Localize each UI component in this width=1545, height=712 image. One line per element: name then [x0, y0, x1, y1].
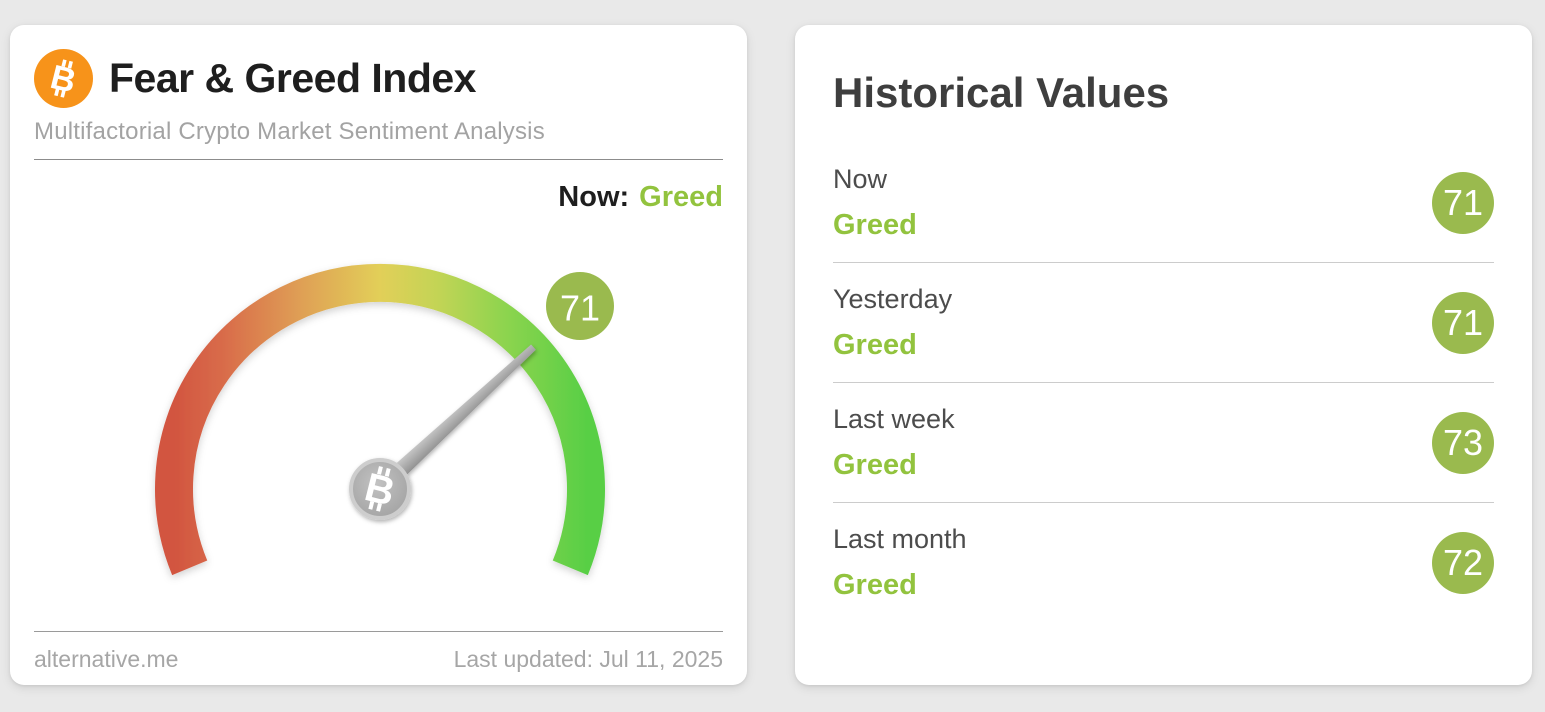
gauge-value-text: 71: [559, 288, 599, 329]
fear-greed-header: B Fear & Greed Index: [34, 49, 723, 108]
sentiment-label: Greed: [833, 329, 917, 361]
value-badge: 71: [1432, 291, 1494, 354]
row-divider: [833, 502, 1494, 503]
gauge-hub: [348, 458, 411, 520]
value-badge: 71: [1432, 171, 1494, 234]
subtitle: Multifactorial Crypto Market Sentiment A…: [34, 118, 545, 145]
sentiment-label: Greed: [833, 569, 917, 601]
gauge-value-badge: 71: [545, 272, 614, 340]
gauge-container: B 71: [34, 244, 723, 609]
now-label: Now:: [558, 181, 630, 213]
gauge-needle-assembly: B: [348, 344, 536, 520]
sentiment-label: Greed: [833, 449, 917, 481]
now-sentiment-value: Greed: [639, 181, 723, 213]
table-row: Yesterday Greed 71: [833, 263, 1494, 382]
table-row: Now Greed 71: [833, 143, 1494, 262]
sentiment-label: Greed: [833, 209, 917, 241]
source-link[interactable]: alternative.me: [34, 646, 179, 672]
bitcoin-icon: B: [34, 49, 93, 108]
value-badge: 72: [1432, 531, 1494, 594]
value-badge: 73: [1432, 411, 1494, 474]
historical-values-title: Historical Values: [833, 69, 1170, 116]
last-updated-text: Last updated: Jul 11, 2025: [453, 646, 723, 672]
period-label: Last month: [833, 524, 967, 554]
historical-rows: Now Greed 71 Yesterday Greed 71 Last wee…: [833, 143, 1494, 622]
fear-greed-card: B Fear & Greed Index Multifactorial Cryp…: [10, 25, 747, 685]
card-footer: alternative.me Last updated: Jul 11, 202…: [34, 645, 723, 673]
gauge-arc: [154, 263, 605, 576]
period-label: Last week: [833, 404, 955, 434]
table-row: Last month Greed 72: [833, 503, 1494, 622]
current-sentiment-row: Now: Greed: [34, 180, 723, 214]
row-divider: [833, 262, 1494, 263]
historical-values-card: Historical Values Now Greed 71 Yesterday…: [795, 25, 1532, 685]
footer-divider: [34, 631, 723, 632]
gauge-needle: [373, 344, 536, 496]
period-label: Now: [833, 164, 888, 194]
period-label: Yesterday: [833, 284, 953, 314]
page-title: Fear & Greed Index: [109, 55, 476, 101]
table-row: Last week Greed 73: [833, 383, 1494, 502]
row-divider: [833, 382, 1494, 383]
header-divider: [34, 159, 723, 160]
fear-greed-gauge: B 71: [154, 263, 614, 576]
